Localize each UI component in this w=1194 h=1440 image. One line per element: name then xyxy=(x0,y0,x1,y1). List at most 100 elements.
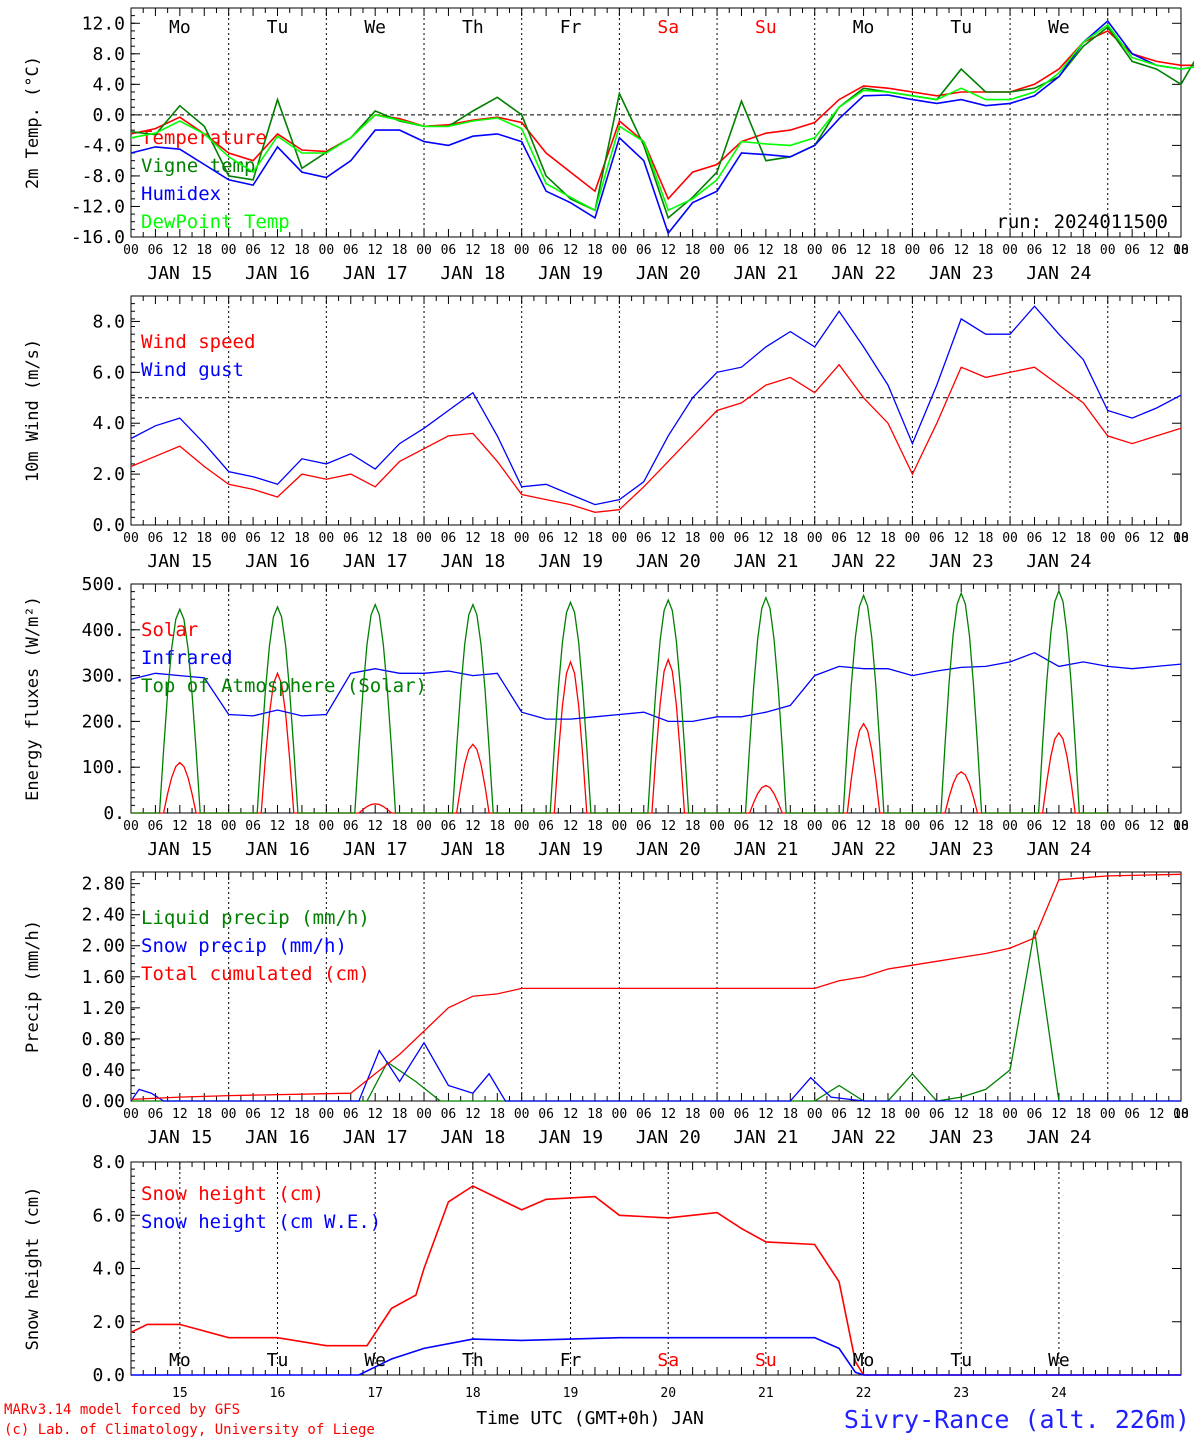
hour-tick-label: 12 xyxy=(563,1107,579,1122)
date-label: JAN 20 xyxy=(636,839,701,860)
hour-tick-label: 12 xyxy=(465,531,481,546)
hour-tick-label: 12 xyxy=(563,531,579,546)
hour-tick-label: 00 xyxy=(905,1107,921,1122)
y-tick-label: 0.40 xyxy=(82,1060,125,1081)
hour-tick-label: 12 xyxy=(367,531,383,546)
hour-tick-label: 12 xyxy=(563,243,579,258)
hour-tick-label: 18 xyxy=(392,819,408,834)
hour-tick-label: 18 xyxy=(978,243,994,258)
date-label: JAN 15 xyxy=(147,1127,212,1148)
y-tick-label: -12.0 xyxy=(71,196,125,217)
hour-tick-label: 06 xyxy=(929,531,945,546)
day-number-label: 16 xyxy=(270,1386,286,1401)
hour-tick-label: 06 xyxy=(245,243,261,258)
hour-tick-label: 18 xyxy=(1173,1107,1189,1122)
hour-tick-label: 18 xyxy=(1173,243,1189,258)
hour-tick-label: 00 xyxy=(612,1107,628,1122)
hour-tick-label: 06 xyxy=(636,243,652,258)
y-axis-label: Snow height (cm) xyxy=(23,1187,43,1351)
hour-tick-label: 18 xyxy=(978,531,994,546)
hour-tick-label: 12 xyxy=(953,243,969,258)
hour-tick-label: 06 xyxy=(1027,531,1043,546)
hour-tick-label: 18 xyxy=(587,243,603,258)
hour-tick-label: 00 xyxy=(123,1107,139,1122)
date-label: JAN 20 xyxy=(636,551,701,572)
hour-tick-label: 12 xyxy=(465,1107,481,1122)
hour-tick-label: 12 xyxy=(953,531,969,546)
hour-tick-label: 00 xyxy=(514,1107,530,1122)
hour-tick-label: 00 xyxy=(123,243,139,258)
hour-tick-label: 12 xyxy=(953,1107,969,1122)
date-label: JAN 15 xyxy=(147,839,212,860)
hour-tick-label: 00 xyxy=(905,819,921,834)
series-line-humidex xyxy=(130,19,1194,235)
hour-tick-label: 18 xyxy=(392,1107,408,1122)
y-axis-label: 10m Wind (m/s) xyxy=(23,339,43,482)
hour-tick-label: 12 xyxy=(270,531,286,546)
legend-entry: Liquid precip (mm/h) xyxy=(141,907,370,929)
series-line-snow-height-cm-w-e xyxy=(131,1336,1181,1376)
hour-tick-label: 00 xyxy=(1100,243,1116,258)
series-line-wind-gust xyxy=(130,305,1182,506)
hour-tick-label: 18 xyxy=(782,819,798,834)
hour-tick-label: 12 xyxy=(1149,531,1165,546)
weekday-label: Sa xyxy=(657,1350,679,1371)
date-label: JAN 16 xyxy=(245,551,310,572)
hour-tick-label: 00 xyxy=(807,819,823,834)
hour-tick-label: 12 xyxy=(660,531,676,546)
hour-tick-label: 06 xyxy=(831,819,847,834)
y-tick-label: 8.0 xyxy=(92,311,125,332)
hour-tick-label: 00 xyxy=(612,243,628,258)
hour-tick-label: 18 xyxy=(587,1107,603,1122)
hour-tick-label: 12 xyxy=(172,1107,188,1122)
hour-tick-label: 18 xyxy=(1075,243,1091,258)
hour-tick-label: 12 xyxy=(856,819,872,834)
hour-tick-label: 06 xyxy=(148,243,164,258)
hour-tick-label: 06 xyxy=(538,1107,554,1122)
hour-tick-label: 18 xyxy=(782,1107,798,1122)
legend-entry: Infrared xyxy=(141,647,233,669)
hour-tick-label: 12 xyxy=(1051,1107,1067,1122)
hour-tick-label: 12 xyxy=(856,1107,872,1122)
weekday-label: We xyxy=(364,1350,386,1371)
date-label: JAN 24 xyxy=(1026,263,1091,284)
hour-tick-label: 06 xyxy=(636,819,652,834)
y-tick-label: 0.80 xyxy=(82,1029,125,1050)
hour-tick-label: 06 xyxy=(441,1107,457,1122)
day-number-label: 19 xyxy=(563,1386,579,1401)
hour-tick-label: 12 xyxy=(1149,243,1165,258)
hour-tick-label: 06 xyxy=(734,243,750,258)
hour-tick-label: 06 xyxy=(148,531,164,546)
hour-tick-label: 18 xyxy=(880,531,896,546)
hour-tick-label: 06 xyxy=(929,243,945,258)
hour-tick-label: 18 xyxy=(880,243,896,258)
hour-tick-label: 06 xyxy=(245,1107,261,1122)
day-number-label: 21 xyxy=(758,1386,774,1401)
hour-tick-label: 00 xyxy=(221,819,237,834)
hour-tick-label: 18 xyxy=(294,819,310,834)
weekday-label: Tu xyxy=(950,1350,972,1371)
y-tick-label: 300. xyxy=(82,666,125,687)
day-number-label: 23 xyxy=(953,1386,969,1401)
weekday-label: Mo xyxy=(169,1350,191,1371)
hour-tick-label: 12 xyxy=(660,819,676,834)
date-label: JAN 16 xyxy=(245,1127,310,1148)
hour-tick-label: 00 xyxy=(221,243,237,258)
date-label: JAN 23 xyxy=(929,1127,994,1148)
hour-tick-label: 00 xyxy=(709,819,725,834)
hour-tick-label: 12 xyxy=(758,531,774,546)
hour-tick-label: 00 xyxy=(807,1107,823,1122)
date-label: JAN 17 xyxy=(343,1127,408,1148)
hour-tick-label: 06 xyxy=(831,243,847,258)
weekday-label: Tu xyxy=(267,17,289,38)
hour-tick-label: 18 xyxy=(196,243,212,258)
hour-tick-label: 06 xyxy=(441,243,457,258)
hour-tick-label: 06 xyxy=(1124,1107,1140,1122)
hour-tick-label: 12 xyxy=(1149,1107,1165,1122)
hour-tick-label: 00 xyxy=(905,531,921,546)
hour-tick-label: 00 xyxy=(709,1107,725,1122)
hour-tick-label: 12 xyxy=(856,531,872,546)
hour-tick-label: 18 xyxy=(294,531,310,546)
hour-tick-label: 18 xyxy=(392,531,408,546)
